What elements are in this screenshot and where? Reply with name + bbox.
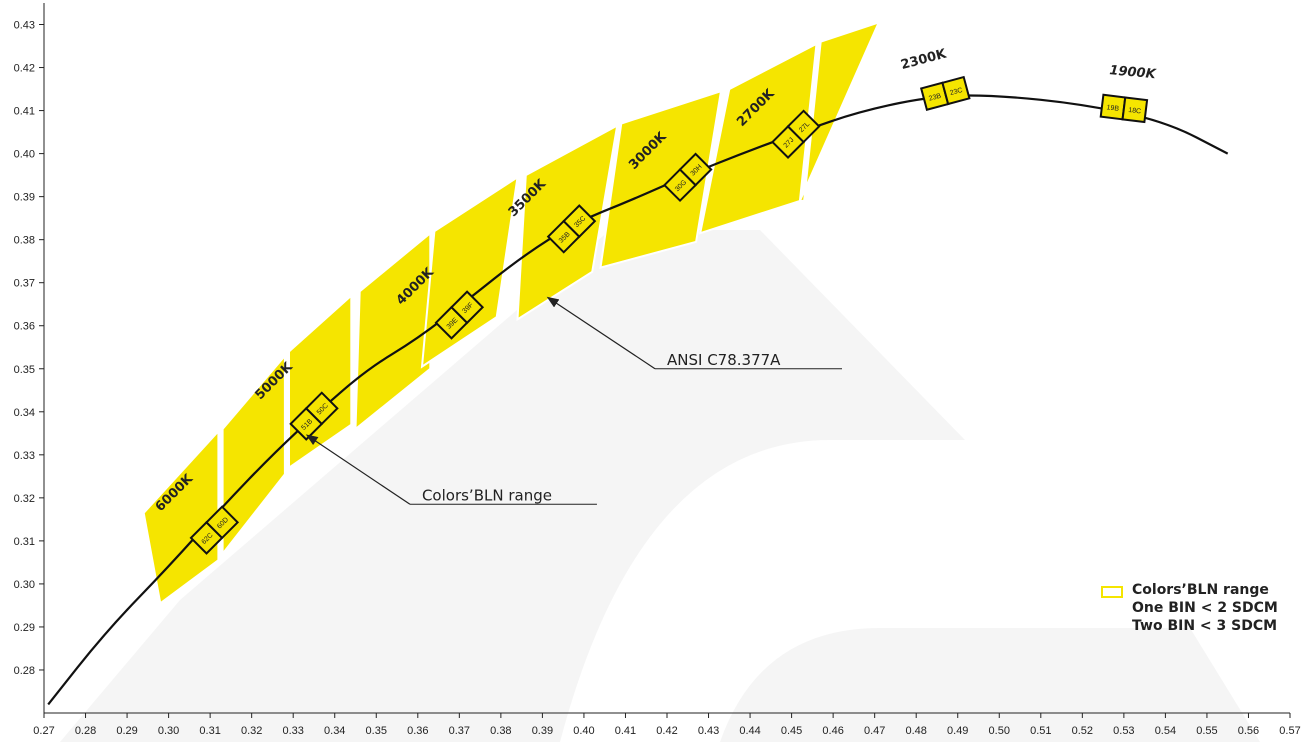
- x-tick-label: 0.33: [282, 725, 303, 737]
- annotation-arrow: [305, 434, 411, 505]
- bin-box: [786, 109, 821, 144]
- ansi-region-3000k-6: [599, 89, 723, 269]
- bin-box: [205, 505, 240, 540]
- y-tick-label: 0.31: [14, 536, 35, 548]
- x-tick-label: 0.35: [366, 725, 387, 737]
- x-tick-label: 0.47: [864, 725, 885, 737]
- ansi-region-4000k-3: [354, 231, 432, 432]
- watermark-shape: [60, 230, 965, 742]
- legend-line-3: Two BIN < 3 SDCM: [1132, 618, 1278, 634]
- y-tick-label: 0.30: [14, 579, 35, 591]
- annotation-text: Colors’BLN range: [422, 486, 552, 504]
- x-tick-label: 0.44: [739, 725, 760, 737]
- y-tick-label: 0.36: [14, 321, 35, 333]
- y-tick-label: 0.40: [14, 149, 35, 161]
- y-tick-label: 0.39: [14, 192, 35, 204]
- y-tick-label: 0.41: [14, 106, 35, 118]
- x-tick-label: 0.38: [490, 725, 511, 737]
- bin-box: [304, 391, 339, 426]
- x-tick-label: 0.27: [33, 725, 54, 737]
- x-tick-label: 0.43: [698, 725, 719, 737]
- x-tick-label: 0.28: [75, 725, 96, 737]
- x-tick-label: 0.37: [449, 725, 470, 737]
- x-tick-label: 0.57: [1279, 725, 1300, 737]
- y-tick-label: 0.35: [14, 364, 35, 376]
- bin-boxes: 62C60D51B50C39E39F35B35C30G30H27J27L23B2…: [189, 75, 1149, 555]
- y-tick-label: 0.29: [14, 622, 35, 634]
- x-tick-label: 0.45: [781, 725, 802, 737]
- x-tick-label: 0.54: [1155, 725, 1176, 737]
- x-tick-label: 0.56: [1238, 725, 1259, 737]
- bin-pair-1900k: 19B 18C: [1099, 93, 1149, 124]
- y-tick-label: 0.42: [14, 63, 35, 75]
- x-tick-label: 0.55: [1196, 725, 1217, 737]
- x-tick-label: 0.52: [1072, 725, 1093, 737]
- bin-box: [678, 152, 713, 187]
- bin-box: [941, 75, 971, 106]
- legend-swatch: [1101, 586, 1123, 598]
- cct-label: 2300K: [899, 46, 948, 73]
- y-tick-label: 0.34: [14, 407, 35, 419]
- x-tick-label: 0.51: [1030, 725, 1051, 737]
- axes: 0.27 0.28 0.29 0.30 0.31 0.32 0.33 0.34 0.35 0.36…: [14, 3, 1301, 737]
- x-tick-label: 0.50: [989, 725, 1010, 737]
- y-tick-label: 0.38: [14, 235, 35, 247]
- y-tick-label: 0.28: [14, 665, 35, 677]
- x-tick-label: 0.31: [199, 725, 220, 737]
- x-tick-label: 0.49: [947, 725, 968, 737]
- x-tick-label: 0.41: [615, 725, 636, 737]
- y-tick-label: 0.43: [14, 20, 35, 32]
- bin-label: 18C: [1128, 107, 1142, 116]
- bin-box: [1121, 96, 1149, 124]
- y-tick-label: 0.37: [14, 278, 35, 290]
- legend-line-2: One BIN < 2 SDCM: [1132, 600, 1278, 616]
- y-tick-label: 0.33: [14, 450, 35, 462]
- bin-box: [450, 290, 485, 325]
- bin-label: 23C: [949, 87, 963, 97]
- ansi-region-2700k-8: [798, 20, 881, 202]
- y-tick-label: 0.32: [14, 493, 35, 505]
- x-tick-label: 0.39: [532, 725, 553, 737]
- x-tick-label: 0.46: [822, 725, 843, 737]
- x-tick-label: 0.42: [656, 725, 677, 737]
- bin-label: 23B: [928, 93, 942, 103]
- x-tick-label: 0.36: [407, 725, 428, 737]
- x-tick-label: 0.30: [158, 725, 179, 737]
- legend: Colors’BLN range One BIN < 2 SDCM Two BI…: [1100, 582, 1312, 652]
- bin-pair-2300k: 23B 23C: [919, 75, 971, 111]
- annotation-text: ANSI C78.377A: [667, 351, 781, 369]
- x-tick-label: 0.48: [905, 725, 926, 737]
- legend-line-1: Colors’BLN range: [1132, 582, 1269, 598]
- x-tick-label: 0.40: [573, 725, 594, 737]
- annotation-arrow: [546, 296, 656, 370]
- ansi-region-6000k-0: [142, 428, 220, 606]
- bin-box: [562, 204, 597, 239]
- x-tick-label: 0.34: [324, 725, 345, 737]
- bin-label: 19B: [1106, 104, 1120, 113]
- x-tick-label: 0.29: [116, 725, 137, 737]
- x-tick-label: 0.53: [1113, 725, 1134, 737]
- cct-label: 1900K: [1109, 63, 1157, 82]
- x-tick-label: 0.32: [241, 725, 262, 737]
- annotations: Colors’BLN range ANSI C78.377A: [305, 296, 842, 505]
- ansi-region-5000k-2: [288, 293, 353, 470]
